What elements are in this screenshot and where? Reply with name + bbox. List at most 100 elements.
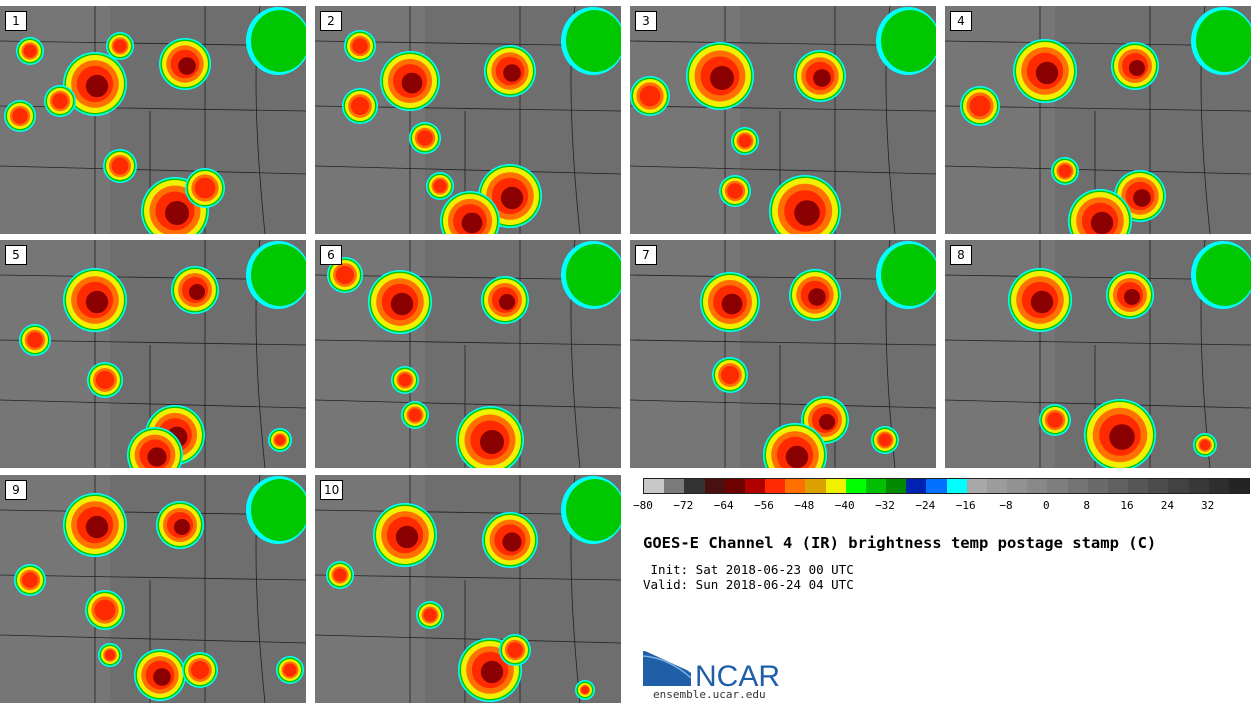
ir-map <box>0 6 306 234</box>
colorbar-swatch <box>765 479 786 493</box>
storm-cell <box>731 127 759 155</box>
colorbar-swatch <box>966 479 987 493</box>
storm-cell <box>575 680 595 700</box>
storm-cell <box>185 168 225 208</box>
storm-cell <box>1013 39 1077 103</box>
storm-cell <box>63 268 127 332</box>
ir-map <box>945 6 1251 234</box>
postage-stamp-panel: 1 <box>0 6 306 234</box>
storm-cell <box>416 601 444 629</box>
storm-cell <box>98 643 122 667</box>
colorbar-tick-label: 24 <box>1160 499 1174 512</box>
colorbar-tick-label: −64 <box>713 499 734 512</box>
postage-stamp-panel: 7 <box>630 240 936 468</box>
storm-cell <box>87 362 123 398</box>
storm-cell <box>268 428 292 452</box>
postage-stamp-panel: 2 <box>315 6 621 234</box>
storm-cell <box>103 149 137 183</box>
storm-cell <box>85 590 125 630</box>
storm-cell <box>16 37 44 65</box>
colorbar-tick-label: 8 <box>1083 499 1090 512</box>
storm-cell <box>1084 399 1156 468</box>
panel-number: 2 <box>320 11 342 31</box>
colorbar-swatch <box>1087 479 1108 493</box>
colorbar-tick-label: 16 <box>1120 499 1134 512</box>
colorbar-swatch <box>664 479 685 493</box>
storm-cell <box>482 512 538 568</box>
colorbar-swatch <box>906 479 927 493</box>
colorbar-swatch <box>865 479 887 493</box>
colorbar-swatch <box>1107 479 1129 493</box>
colorbar-swatch <box>845 479 866 493</box>
colorbar-swatch <box>1168 479 1189 493</box>
colorbar-swatch <box>986 479 1008 493</box>
chart-title: GOES-E Channel 4 (IR) brightness temp po… <box>643 534 1157 552</box>
storm-cell <box>14 564 46 596</box>
storm-cell <box>1008 268 1072 332</box>
ir-map <box>315 240 621 468</box>
init-time: Init: Sat 2018-06-23 00 UTC <box>643 562 854 577</box>
storm-cell <box>1114 170 1166 222</box>
postage-stamp-panel: 4 <box>945 6 1251 234</box>
logo-url: ensemble.ucar.edu <box>653 688 766 701</box>
storm-cell <box>481 276 529 324</box>
storm-cell <box>409 122 441 154</box>
storm-cell <box>276 656 304 684</box>
ir-map <box>630 6 936 234</box>
storm-cell <box>134 649 186 701</box>
storm-cell <box>769 175 841 234</box>
storm-cell <box>1051 157 1079 185</box>
colorbar-swatch <box>785 479 806 493</box>
colorbar <box>643 478 1250 494</box>
storm-cell <box>63 52 127 116</box>
colorbar-tick-label: −80 <box>633 499 653 512</box>
colorbar-tick-label: −8 <box>999 499 1013 512</box>
ncar-logo: NCAR <box>643 649 780 691</box>
storm-cell <box>344 30 376 62</box>
colorbar-tick-label: −40 <box>834 499 855 512</box>
storm-cell <box>789 269 841 321</box>
storm-cell <box>456 406 524 468</box>
storm-cell <box>401 401 429 429</box>
colorbar-tick-label: −72 <box>673 499 694 512</box>
storm-cell <box>44 85 76 117</box>
storm-cell <box>1039 404 1071 436</box>
colorbar-tick-label: −24 <box>915 499 936 512</box>
storm-cell <box>871 426 899 454</box>
storm-cell <box>380 51 440 111</box>
panel-number: 9 <box>5 480 27 500</box>
panel-number: 7 <box>635 245 657 265</box>
ir-map <box>315 6 621 234</box>
storm-cell <box>127 427 183 468</box>
postage-stamp-panel: 3 <box>630 6 936 234</box>
colorbar-swatch <box>744 479 766 493</box>
storm-cell <box>1068 189 1132 234</box>
ncar-logo-text: NCAR <box>695 660 780 691</box>
colorbar-swatch <box>805 479 826 493</box>
colorbar-swatch <box>1067 479 1088 493</box>
storm-cell <box>391 366 419 394</box>
panel-number: 1 <box>5 11 27 31</box>
storm-cell <box>4 100 36 132</box>
colorbar-tick-label: −48 <box>794 499 815 512</box>
storm-cell <box>499 634 531 666</box>
storm-cell <box>712 357 748 393</box>
ir-map <box>0 240 306 468</box>
colorbar-swatch <box>1027 479 1048 493</box>
storm-cell <box>159 38 211 90</box>
colorbar-swatch <box>1148 479 1169 493</box>
postage-stamp-panel: 10 <box>315 475 621 703</box>
storm-cell <box>368 270 432 334</box>
colorbar-tick-label: −16 <box>955 499 976 512</box>
ir-map <box>315 475 621 703</box>
panel-number: 8 <box>950 245 972 265</box>
panel-number: 10 <box>320 480 344 500</box>
storm-cell <box>794 50 846 102</box>
storm-cell <box>327 257 363 293</box>
colorbar-swatch <box>1128 479 1149 493</box>
colorbar-tick-label: −32 <box>875 499 895 512</box>
storm-cell <box>1193 433 1217 457</box>
ir-map <box>945 240 1251 468</box>
storm-cell <box>106 32 134 60</box>
colorbar-swatch <box>704 479 725 493</box>
